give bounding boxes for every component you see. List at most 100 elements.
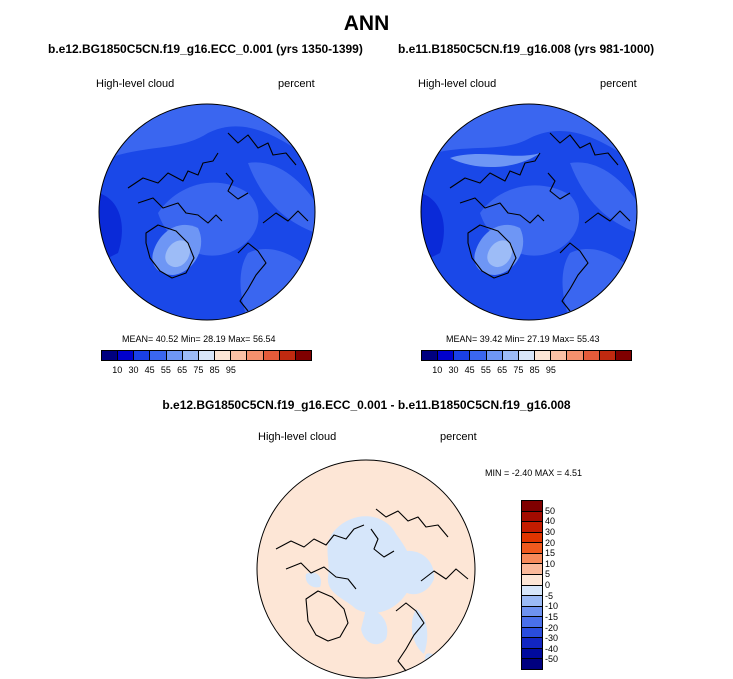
difference-colorbar-tick-label: 50	[545, 505, 556, 516]
panel-2-colorbar-swatch	[486, 351, 503, 360]
difference-colorbar	[521, 500, 543, 670]
difference-colorbar-swatch	[522, 501, 542, 512]
panel-1-colorbar-swatch	[263, 351, 280, 360]
panel-1-polar-map	[98, 103, 316, 321]
difference-colorbar-swatch	[522, 585, 542, 597]
panel-1-colorbar-tick-label: 75	[193, 365, 204, 375]
panel-2-colorbar-tick-label: 65	[497, 365, 508, 375]
panel-2-mean-value: 39.42	[479, 334, 503, 344]
difference-colorbar-tick-label: -15	[545, 611, 559, 622]
difference-colorbar-tick-label: -10	[545, 601, 559, 612]
panel-2-colorbar-swatch	[567, 351, 584, 360]
panel-2-units-label: percent	[600, 78, 637, 90]
panel-2-colorbar-tick-label: 30	[448, 365, 459, 375]
panel-2-case-title: b.e11.B1850C5CN.f19_g16.008 (yrs 981-100…	[398, 42, 655, 56]
difference-colorbar-swatch	[522, 648, 542, 660]
panel-2-colorbar-swatch	[551, 351, 568, 360]
difference-colorbar-tick-label: 0	[545, 580, 551, 590]
difference-variable-label: High-level cloud	[258, 431, 337, 443]
panel-2-colorbar-swatch	[454, 351, 471, 360]
panel-2-polar-map	[420, 103, 638, 321]
figure-title: ANN	[343, 12, 390, 35]
panel-2-variable-label: High-level cloud	[418, 78, 497, 90]
panel-1-min-label: Min=	[180, 334, 201, 344]
difference-colorbar-tick-label: -40	[545, 643, 559, 654]
panel-2-colorbar-tick-label: 45	[464, 365, 475, 375]
panel-1-colorbar-swatch	[295, 351, 312, 360]
difference-colorbar-swatch	[522, 659, 542, 669]
panel-1-colorbar-tick-label: 65	[177, 365, 188, 375]
difference-colorbar-swatch	[522, 532, 542, 544]
difference-colorbar-ticks: 50 40 30 20 15 10 5 0 -5 -10 -15 -20 -30 -40 -50	[545, 500, 575, 670]
panel-1-mean-label: MEAN=	[122, 334, 154, 344]
difference-colorbar-tick-label: -5	[545, 590, 554, 601]
panel-1-mean-value: 40.52	[155, 334, 179, 344]
difference-colorbar-tick-label: 40	[545, 516, 556, 527]
panel-1-stats: MEAN= 40.52 Min= 28.19 Max= 56.54	[122, 334, 275, 344]
difference-colorbar-swatch	[522, 627, 542, 639]
panel-1-variable-label: High-level cloud	[96, 78, 175, 90]
panel-2-colorbar-swatch	[470, 351, 487, 360]
difference-colorbar-tick-label: 10	[545, 558, 556, 569]
difference-colorbar-swatch	[522, 617, 542, 628]
panel-2-colorbar-swatch	[438, 351, 455, 360]
panel-1-colorbar-swatch	[150, 351, 167, 360]
panel-2-max-value: 55.43	[576, 334, 600, 344]
panel-2-colorbar	[421, 350, 632, 361]
panel-2-colorbar-swatch	[502, 351, 519, 360]
difference-colorbar-swatch	[522, 606, 542, 618]
panel-1-colorbar-tick-label: 85	[209, 365, 220, 375]
difference-colorbar-tick-label: 15	[545, 548, 556, 559]
difference-colorbar-tick-label: 30	[545, 526, 556, 537]
difference-colorbar-swatch	[522, 553, 542, 565]
difference-colorbar-swatch	[522, 574, 542, 586]
panel-1-colorbar-tick-label: 45	[144, 365, 155, 375]
difference-colorbar-swatch	[522, 564, 542, 575]
panel-1-units-label: percent	[278, 78, 315, 90]
panel-1-max-value: 56.54	[252, 334, 276, 344]
panel-1-colorbar-tick-label: 55	[160, 365, 171, 375]
panel-1-colorbar-tick-label: 30	[128, 365, 139, 375]
panel-2-stats: MEAN= 39.42 Min= 27.19 Max= 55.43	[446, 334, 599, 344]
panel-1-colorbar-swatch	[134, 351, 151, 360]
difference-units-label: percent	[440, 431, 477, 443]
difference-min-max: MIN = -2.40 MAX = 4.51	[485, 468, 583, 478]
panel-1-colorbar-swatch	[166, 351, 183, 360]
panel-2-colorbar-swatch	[599, 351, 616, 360]
panel-2-min-label: Min=	[504, 334, 525, 344]
difference-colorbar-tick-label: 20	[545, 537, 556, 548]
panel-1-colorbar-swatch	[198, 351, 216, 360]
panel-1-colorbar-swatch	[247, 351, 264, 360]
difference-colorbar-swatch	[522, 522, 542, 533]
difference-colorbar-tick-label: 5	[545, 569, 551, 580]
panel-1-case-title: b.e12.BG1850C5CN.f19_g16.ECC_0.001 (yrs …	[48, 42, 363, 56]
panel-2-colorbar-tick-label: 55	[480, 365, 491, 375]
panel-1-colorbar-tick-label: 95	[225, 365, 236, 375]
panel-1-colorbar-swatch	[182, 351, 199, 360]
panel-2-colorbar-swatch	[422, 351, 439, 360]
panel-2-colorbar-ticks: 10 30 45 55 65 75 85 95	[421, 365, 632, 377]
panel-1-min-value: 28.19	[203, 334, 226, 344]
panel-1-colorbar-swatch	[231, 351, 248, 360]
panel-1-colorbar-swatch	[118, 351, 135, 360]
panel-2-colorbar-tick-label: 10	[432, 365, 443, 375]
panel-2-colorbar-swatch	[535, 351, 552, 360]
panel-2-colorbar-swatch	[583, 351, 600, 360]
difference-colorbar-swatch	[522, 543, 542, 554]
panel-1-colorbar	[101, 350, 312, 361]
panel-2-colorbar-tick-label: 95	[545, 365, 556, 375]
panel-2-colorbar-swatch	[518, 351, 536, 360]
panel-2-min-value: 27.19	[527, 334, 550, 344]
panel-1-colorbar-tick-label: 10	[112, 365, 123, 375]
panel-1-colorbar-swatch	[102, 351, 119, 360]
difference-colorbar-swatch	[522, 596, 542, 607]
panel-2-colorbar-swatch	[615, 351, 632, 360]
difference-colorbar-tick-label: -50	[545, 654, 559, 665]
panel-1-colorbar-swatch	[215, 351, 232, 360]
difference-colorbar-swatch	[522, 511, 542, 523]
difference-title: b.e12.BG1850C5CN.f19_g16.ECC_0.001 - b.e…	[162, 398, 571, 412]
difference-colorbar-tick-label: -30	[545, 633, 559, 644]
difference-colorbar-swatch	[522, 638, 542, 649]
panel-2-max-label: Max=	[552, 334, 575, 344]
panel-1-max-label: Max=	[228, 334, 251, 344]
